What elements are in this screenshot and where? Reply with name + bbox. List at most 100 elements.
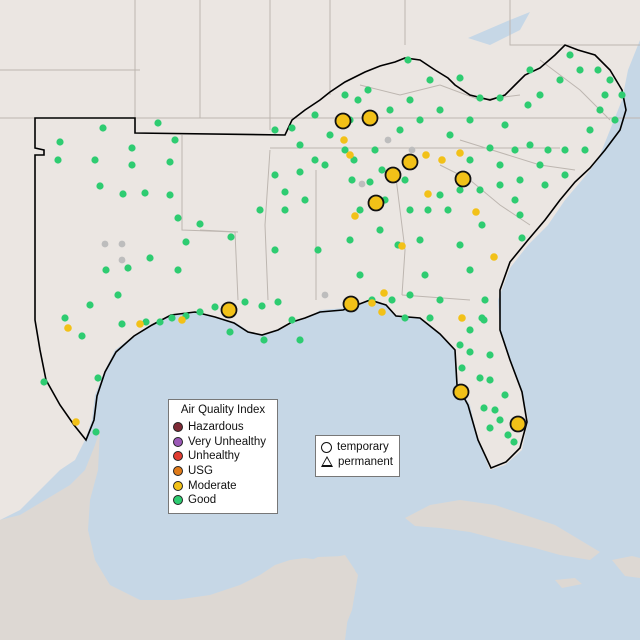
no-data-station-marker[interactable] [118, 256, 126, 264]
moderate-station-marker[interactable] [438, 156, 446, 164]
moderate-temporary-monitor-marker[interactable] [452, 383, 470, 401]
good-station-marker[interactable] [94, 374, 102, 382]
good-station-marker[interactable] [227, 233, 235, 241]
good-station-marker[interactable] [78, 332, 86, 340]
good-station-marker[interactable] [544, 146, 552, 154]
good-station-marker[interactable] [119, 190, 127, 198]
good-station-marker[interactable] [486, 144, 494, 152]
good-station-marker[interactable] [491, 406, 499, 414]
good-station-marker[interactable] [241, 298, 249, 306]
good-station-marker[interactable] [56, 138, 64, 146]
good-station-marker[interactable] [480, 316, 488, 324]
good-station-marker[interactable] [556, 76, 564, 84]
good-station-marker[interactable] [518, 234, 526, 242]
good-station-marker[interactable] [466, 116, 474, 124]
good-station-marker[interactable] [416, 236, 424, 244]
good-station-marker[interactable] [376, 226, 384, 234]
good-station-marker[interactable] [436, 296, 444, 304]
good-station-marker[interactable] [456, 186, 464, 194]
good-station-marker[interactable] [196, 220, 204, 228]
good-station-marker[interactable] [416, 116, 424, 124]
no-data-station-marker[interactable] [384, 136, 392, 144]
moderate-temporary-monitor-marker[interactable] [220, 301, 238, 319]
good-station-marker[interactable] [168, 314, 176, 322]
good-station-marker[interactable] [466, 156, 474, 164]
good-station-marker[interactable] [426, 76, 434, 84]
good-station-marker[interactable] [356, 206, 364, 214]
good-station-marker[interactable] [424, 206, 432, 214]
good-station-marker[interactable] [166, 158, 174, 166]
good-station-marker[interactable] [406, 206, 414, 214]
good-station-marker[interactable] [458, 364, 466, 372]
moderate-station-marker[interactable] [422, 151, 430, 159]
moderate-station-marker[interactable] [398, 242, 406, 250]
good-station-marker[interactable] [142, 318, 150, 326]
moderate-station-marker[interactable] [368, 299, 376, 307]
good-station-marker[interactable] [281, 206, 289, 214]
good-station-marker[interactable] [496, 161, 504, 169]
moderate-station-marker[interactable] [456, 149, 464, 157]
moderate-temporary-monitor-marker[interactable] [334, 112, 352, 130]
good-station-marker[interactable] [288, 124, 296, 132]
moderate-station-marker[interactable] [380, 289, 388, 297]
good-station-marker[interactable] [326, 131, 334, 139]
good-station-marker[interactable] [271, 171, 279, 179]
good-station-marker[interactable] [421, 271, 429, 279]
good-station-marker[interactable] [486, 351, 494, 359]
good-station-marker[interactable] [611, 116, 619, 124]
moderate-temporary-monitor-marker[interactable] [509, 415, 527, 433]
good-station-marker[interactable] [296, 336, 304, 344]
good-station-marker[interactable] [496, 181, 504, 189]
good-station-marker[interactable] [516, 176, 524, 184]
no-data-station-marker[interactable] [118, 240, 126, 248]
good-station-marker[interactable] [301, 196, 309, 204]
good-station-marker[interactable] [436, 191, 444, 199]
good-station-marker[interactable] [536, 91, 544, 99]
good-station-marker[interactable] [486, 376, 494, 384]
good-station-marker[interactable] [166, 191, 174, 199]
good-station-marker[interactable] [576, 66, 584, 74]
good-station-marker[interactable] [406, 291, 414, 299]
moderate-temporary-monitor-marker[interactable] [342, 295, 360, 313]
good-station-marker[interactable] [511, 146, 519, 154]
good-station-marker[interactable] [476, 94, 484, 102]
good-station-marker[interactable] [350, 156, 358, 164]
good-station-marker[interactable] [182, 238, 190, 246]
good-station-marker[interactable] [311, 111, 319, 119]
good-station-marker[interactable] [524, 101, 532, 109]
good-station-marker[interactable] [581, 146, 589, 154]
good-station-marker[interactable] [174, 214, 182, 222]
good-station-marker[interactable] [476, 186, 484, 194]
good-station-marker[interactable] [378, 166, 386, 174]
no-data-station-marker[interactable] [358, 180, 366, 188]
good-station-marker[interactable] [274, 298, 282, 306]
good-station-marker[interactable] [516, 211, 524, 219]
good-station-marker[interactable] [296, 168, 304, 176]
good-station-marker[interactable] [141, 189, 149, 197]
no-data-station-marker[interactable] [408, 146, 416, 154]
moderate-station-marker[interactable] [340, 136, 348, 144]
good-station-marker[interactable] [54, 156, 62, 164]
good-station-marker[interactable] [456, 341, 464, 349]
good-station-marker[interactable] [401, 314, 409, 322]
good-station-marker[interactable] [406, 96, 414, 104]
good-station-marker[interactable] [526, 66, 534, 74]
good-station-marker[interactable] [496, 94, 504, 102]
good-station-marker[interactable] [196, 308, 204, 316]
good-station-marker[interactable] [288, 316, 296, 324]
good-station-marker[interactable] [456, 241, 464, 249]
good-station-marker[interactable] [526, 141, 534, 149]
moderate-station-marker[interactable] [346, 151, 354, 159]
good-station-marker[interactable] [174, 266, 182, 274]
moderate-station-marker[interactable] [424, 190, 432, 198]
good-station-marker[interactable] [364, 86, 372, 94]
moderate-temporary-monitor-marker[interactable] [401, 153, 419, 171]
good-station-marker[interactable] [146, 254, 154, 262]
good-station-marker[interactable] [40, 378, 48, 386]
good-station-marker[interactable] [346, 236, 354, 244]
moderate-station-marker[interactable] [472, 208, 480, 216]
good-station-marker[interactable] [501, 121, 509, 129]
good-station-marker[interactable] [341, 146, 349, 154]
good-station-marker[interactable] [481, 296, 489, 304]
